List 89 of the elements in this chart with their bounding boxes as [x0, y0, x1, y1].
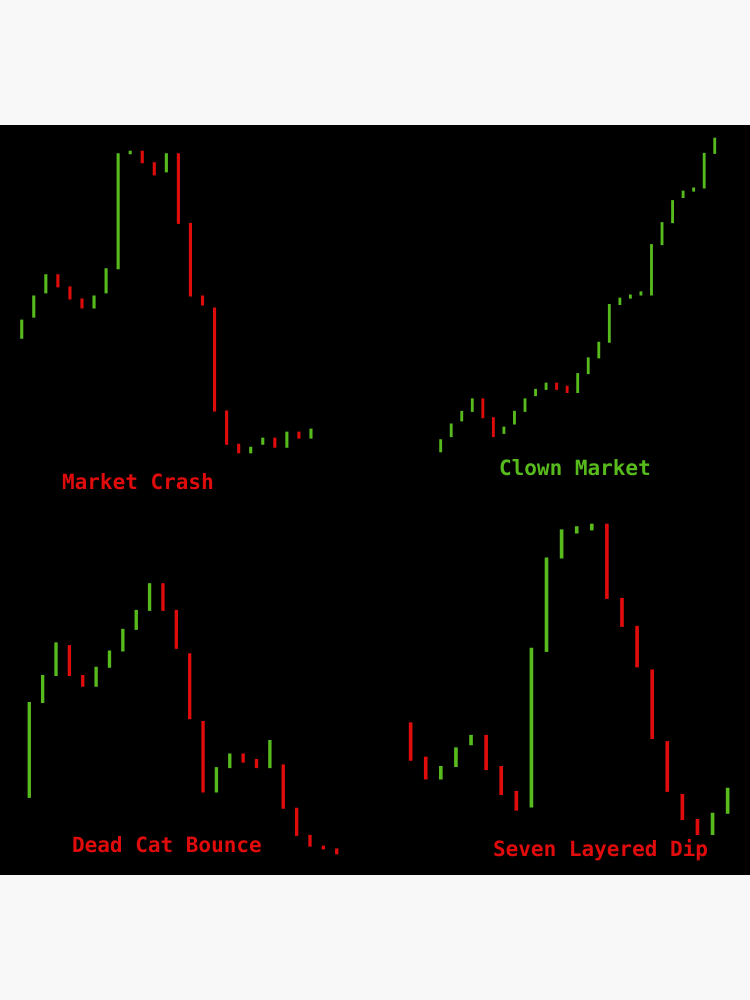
candlestick: [94, 666, 98, 687]
candlestick: [628, 294, 632, 299]
candlestick: [618, 298, 622, 305]
candlestick: [635, 626, 639, 668]
candlestick: [530, 648, 534, 808]
candlestick: [225, 410, 228, 445]
candlestick: [188, 222, 192, 296]
candlestick: [44, 274, 48, 294]
candlestick: [590, 524, 594, 530]
candlestick: [682, 190, 685, 198]
candlestick: [273, 438, 276, 448]
candlestick: [294, 808, 298, 836]
candlestick: [140, 150, 144, 164]
candlestick: [188, 653, 192, 720]
candlestick: [249, 446, 252, 454]
candlestick: [80, 298, 84, 309]
candlestick: [680, 794, 684, 820]
candlestick: [524, 398, 526, 412]
candlestick: [502, 426, 506, 434]
candlestick: [408, 722, 412, 761]
candlestick: [68, 645, 72, 676]
candlestick: [439, 439, 442, 452]
candlestick: [566, 386, 569, 394]
candlestick: [152, 162, 156, 176]
candlestick: [134, 610, 138, 630]
candlestick: [116, 153, 120, 270]
candlestick: [454, 747, 458, 768]
candlestick: [544, 557, 548, 652]
candlestick: [481, 398, 484, 418]
candlestick: [309, 428, 313, 439]
candlestick: [650, 670, 654, 739]
candlestick: [201, 721, 205, 792]
candlestick: [92, 295, 96, 309]
candlestick: [671, 200, 674, 224]
candlestick: [322, 846, 326, 850]
candlestick: [469, 734, 473, 746]
candlestick: [54, 642, 58, 676]
candlestick: [176, 153, 180, 224]
candlestick: [514, 790, 518, 811]
candlestick: [20, 320, 24, 339]
candlestick: [513, 410, 516, 424]
candlestick: [268, 740, 272, 768]
candlestick: [560, 529, 564, 558]
text: Seven Layered Dip: [493, 837, 708, 861]
candlestick: [81, 674, 84, 687]
candlestick: [555, 382, 558, 390]
candlestick: [665, 741, 670, 792]
candlestick: [484, 734, 488, 770]
candlestick: [297, 432, 300, 439]
candlestick: [68, 286, 72, 300]
candlestick: [200, 295, 204, 306]
candlestick: [696, 818, 700, 835]
text: Clown Market: [499, 456, 651, 480]
text: Dead Cat Bounce: [72, 833, 262, 857]
candlestick: [620, 598, 624, 627]
candlestick: [439, 766, 443, 780]
candlestick: [164, 153, 168, 172]
candlestick: [692, 188, 696, 192]
candlestick: [650, 244, 653, 296]
candlestick: [424, 756, 428, 780]
candlestick: [492, 417, 495, 438]
candlestick: [335, 848, 338, 854]
candlestick: [640, 291, 642, 296]
text: Market Crash: [62, 470, 214, 494]
candlestick: [261, 438, 264, 445]
candlestick: [660, 222, 664, 246]
candlestick: [574, 526, 579, 534]
candlestick: [241, 754, 245, 763]
candlestick: [282, 764, 285, 809]
candlestick: [214, 767, 218, 792]
candlestick: [285, 432, 288, 448]
candlestick: [32, 295, 36, 318]
candlestick: [726, 788, 730, 814]
candlestick: [104, 268, 108, 294]
candlestick: [40, 674, 44, 704]
candlestick: [213, 308, 216, 412]
candlestick: [128, 150, 132, 154]
candlestick: [544, 382, 548, 390]
candlestick: [228, 754, 232, 768]
candlestick: [56, 274, 60, 288]
candlestick: [174, 610, 178, 649]
candlestick: [499, 766, 504, 796]
candlestick: [534, 388, 537, 396]
candlestick: [237, 444, 240, 454]
candlestick: [108, 650, 112, 668]
candlestick: [710, 812, 714, 835]
candlestick: [28, 702, 31, 798]
candlestick: [121, 628, 125, 652]
candlestick: [605, 524, 609, 599]
